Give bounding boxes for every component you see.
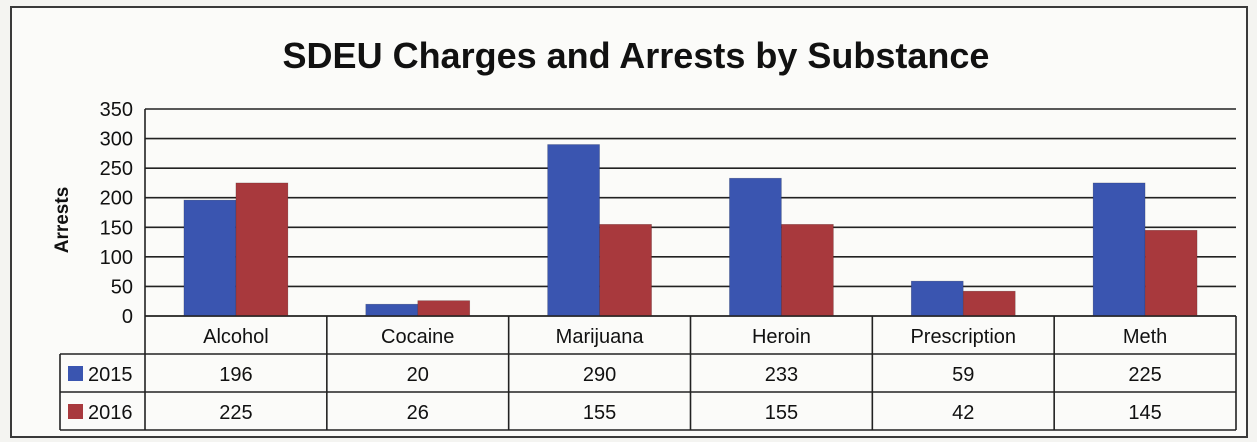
chart-svg: SDEU Charges and Arrests by Substance Ar… bbox=[52, 35, 1237, 431]
data-label: 196 bbox=[219, 364, 252, 386]
data-label: 225 bbox=[1128, 364, 1161, 386]
y-tick-label: 250 bbox=[100, 158, 133, 180]
y-tick-label: 50 bbox=[111, 276, 133, 298]
bar-2015-marijuana bbox=[547, 144, 600, 317]
data-label: 20 bbox=[407, 364, 429, 386]
data-label: 290 bbox=[583, 364, 616, 386]
x-tick-label: Meth bbox=[1123, 326, 1167, 348]
y-axis-ticks: 0 50 100 150 200 250 300 350 bbox=[100, 99, 133, 328]
bar-2015-heroin bbox=[729, 177, 782, 317]
bar-2016-marijuana bbox=[599, 224, 652, 317]
data-label: 155 bbox=[583, 402, 616, 424]
x-tick-label: Alcohol bbox=[203, 326, 269, 348]
chart-title: SDEU Charges and Arrests by Substance bbox=[283, 35, 990, 76]
data-label: 42 bbox=[952, 402, 974, 424]
data-label: 26 bbox=[407, 402, 429, 424]
legend-key-2016 bbox=[68, 404, 83, 419]
bar-2016-heroin bbox=[781, 224, 834, 317]
bar-2016-prescription bbox=[962, 290, 1016, 317]
bar-2015-cocaine bbox=[365, 303, 419, 317]
y-tick-label: 150 bbox=[100, 217, 133, 239]
x-tick-label: Cocaine bbox=[381, 326, 454, 348]
legend-label-2015: 2015 bbox=[88, 364, 133, 386]
bar-2016-cocaine bbox=[417, 300, 471, 317]
data-label: 145 bbox=[1128, 402, 1161, 424]
chart-frame: SDEU Charges and Arrests by Substance Ar… bbox=[10, 6, 1248, 438]
data-label: 155 bbox=[765, 402, 798, 424]
bars bbox=[183, 144, 1198, 317]
y-tick-label: 300 bbox=[100, 129, 133, 151]
x-tick-label: Prescription bbox=[910, 326, 1016, 348]
x-tick-label: Marijuana bbox=[556, 326, 645, 348]
data-label: 233 bbox=[765, 364, 798, 386]
legend-label-2016: 2016 bbox=[88, 402, 133, 424]
y-tick-label: 200 bbox=[100, 188, 133, 210]
data-label: 225 bbox=[219, 402, 252, 424]
bar-2015-prescription bbox=[910, 280, 964, 317]
legend-key-2015 bbox=[68, 366, 83, 381]
bar-2015-meth bbox=[1092, 182, 1146, 317]
y-tick-label: 350 bbox=[100, 99, 133, 121]
bar-2016-alcohol bbox=[235, 182, 289, 317]
bar-2015-alcohol bbox=[183, 199, 237, 317]
bar-2016-meth bbox=[1144, 229, 1198, 317]
gridlines bbox=[144, 108, 1236, 317]
data-label: 59 bbox=[952, 364, 974, 386]
x-tick-label: Heroin bbox=[752, 326, 811, 348]
y-tick-label: 0 bbox=[122, 306, 133, 328]
y-axis-label: Arrests bbox=[52, 187, 73, 254]
data-table: Alcohol Cocaine Marijuana Heroin Prescriptio… bbox=[59, 315, 1237, 431]
y-tick-label: 100 bbox=[100, 247, 133, 269]
